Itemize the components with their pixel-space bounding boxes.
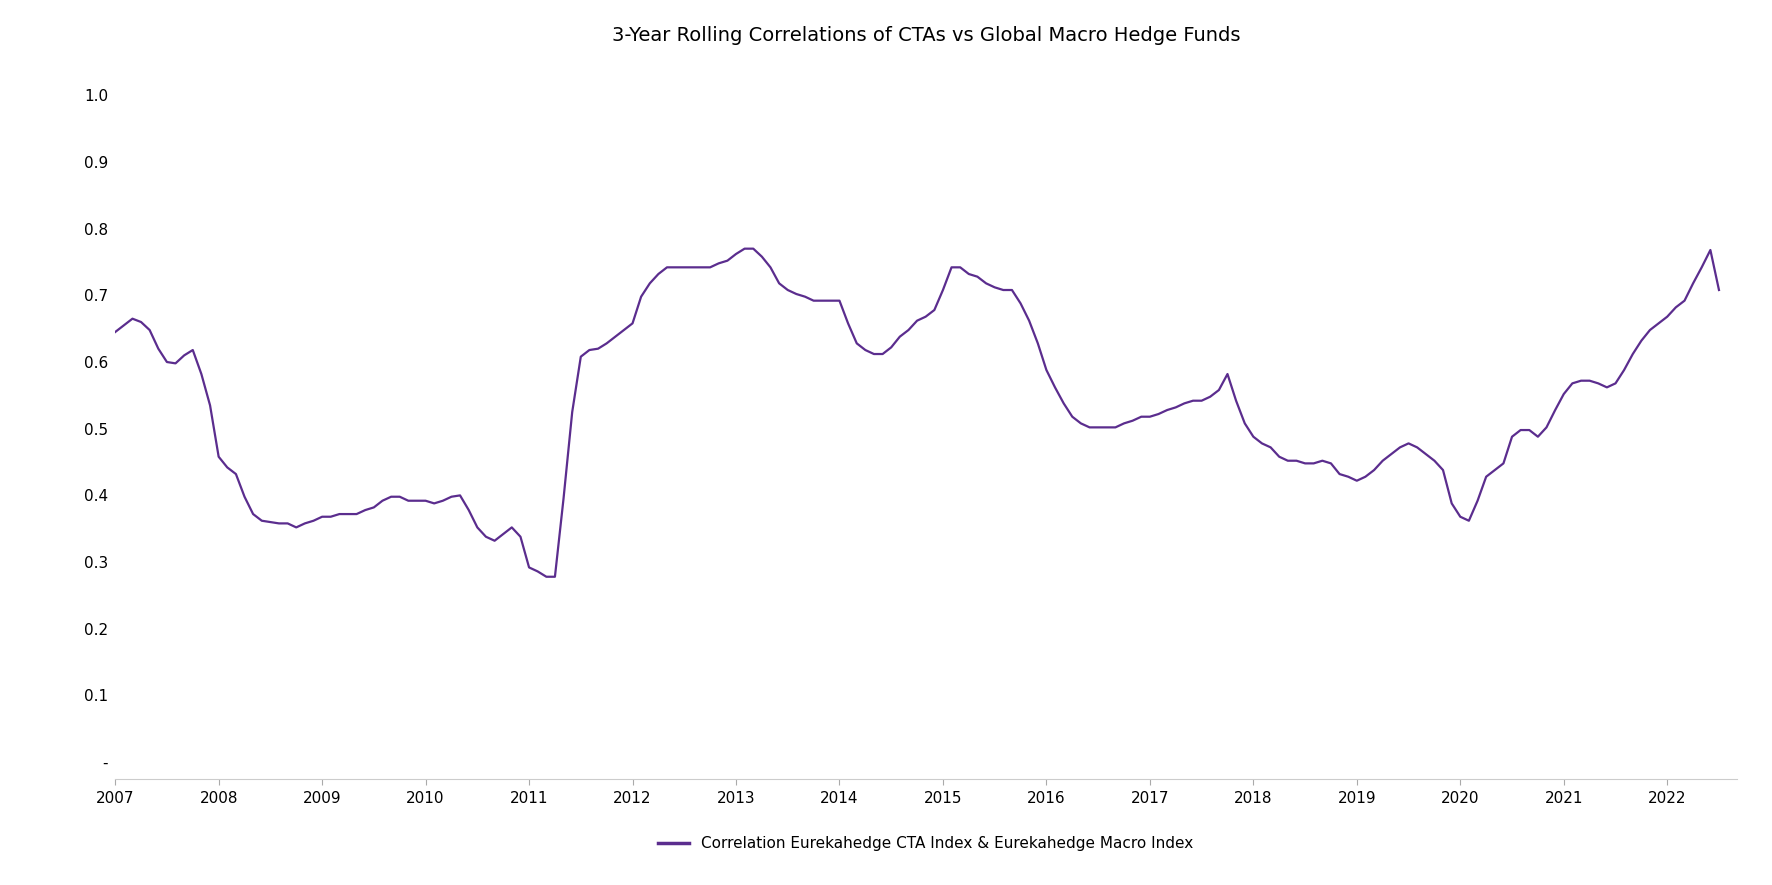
Title: 3-Year Rolling Correlations of CTAs vs Global Macro Hedge Funds: 3-Year Rolling Correlations of CTAs vs G… — [611, 27, 1240, 45]
Legend: Correlation Eurekahedge CTA Index & Eurekahedge Macro Index: Correlation Eurekahedge CTA Index & Eure… — [652, 830, 1200, 858]
